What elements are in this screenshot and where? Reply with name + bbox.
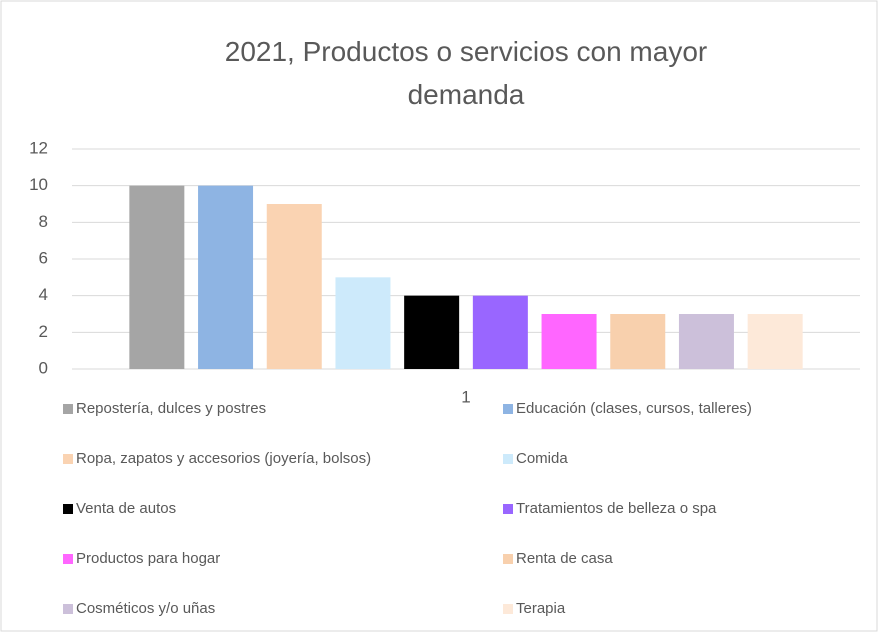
legend-swatch: [503, 604, 513, 614]
legend-swatch: [63, 504, 73, 514]
bar: [541, 314, 597, 369]
legend-label: Productos para hogar: [76, 550, 220, 567]
bar: [266, 204, 322, 369]
chart-title: 2021, Productos o servicios con mayor de…: [224, 36, 708, 110]
legend-label: Comida: [516, 450, 568, 467]
bar: [747, 314, 803, 369]
legend-label: Ropa, zapatos y accesorios (joyería, bol…: [76, 450, 371, 467]
bar: [198, 185, 254, 369]
legend-label: Terapia: [516, 600, 566, 617]
legend-label: Venta de autos: [76, 500, 176, 517]
y-tick-label: 0: [39, 358, 48, 377]
legend-swatch: [63, 454, 73, 464]
legend-swatch: [503, 404, 513, 414]
legend-swatch: [503, 454, 513, 464]
y-tick-label: 6: [39, 248, 48, 267]
y-tick-label: 2: [39, 322, 48, 341]
y-tick-label: 4: [39, 285, 48, 304]
bar: [678, 314, 734, 369]
bar: [610, 314, 666, 369]
legend-label: Repostería, dulces y postres: [76, 400, 266, 417]
bar: [404, 295, 460, 369]
bar: [129, 185, 185, 369]
legend-label: Renta de casa: [516, 550, 613, 567]
legend-swatch: [63, 554, 73, 564]
legend-label: Tratamientos de belleza o spa: [516, 500, 717, 517]
legend-label: Educación (clases, cursos, talleres): [516, 400, 752, 417]
legend-swatch: [63, 404, 73, 414]
legend-swatch: [503, 504, 513, 514]
bar: [335, 277, 391, 369]
y-tick-label: 12: [29, 138, 48, 157]
bar: [472, 295, 528, 369]
y-tick-label: 10: [29, 175, 48, 194]
legend-label: Cosméticos y/o uñas: [76, 600, 215, 617]
y-tick-label: 8: [39, 212, 48, 231]
legend-swatch: [63, 604, 73, 614]
legend-swatch: [503, 554, 513, 564]
x-tick-label: 1: [461, 387, 470, 406]
